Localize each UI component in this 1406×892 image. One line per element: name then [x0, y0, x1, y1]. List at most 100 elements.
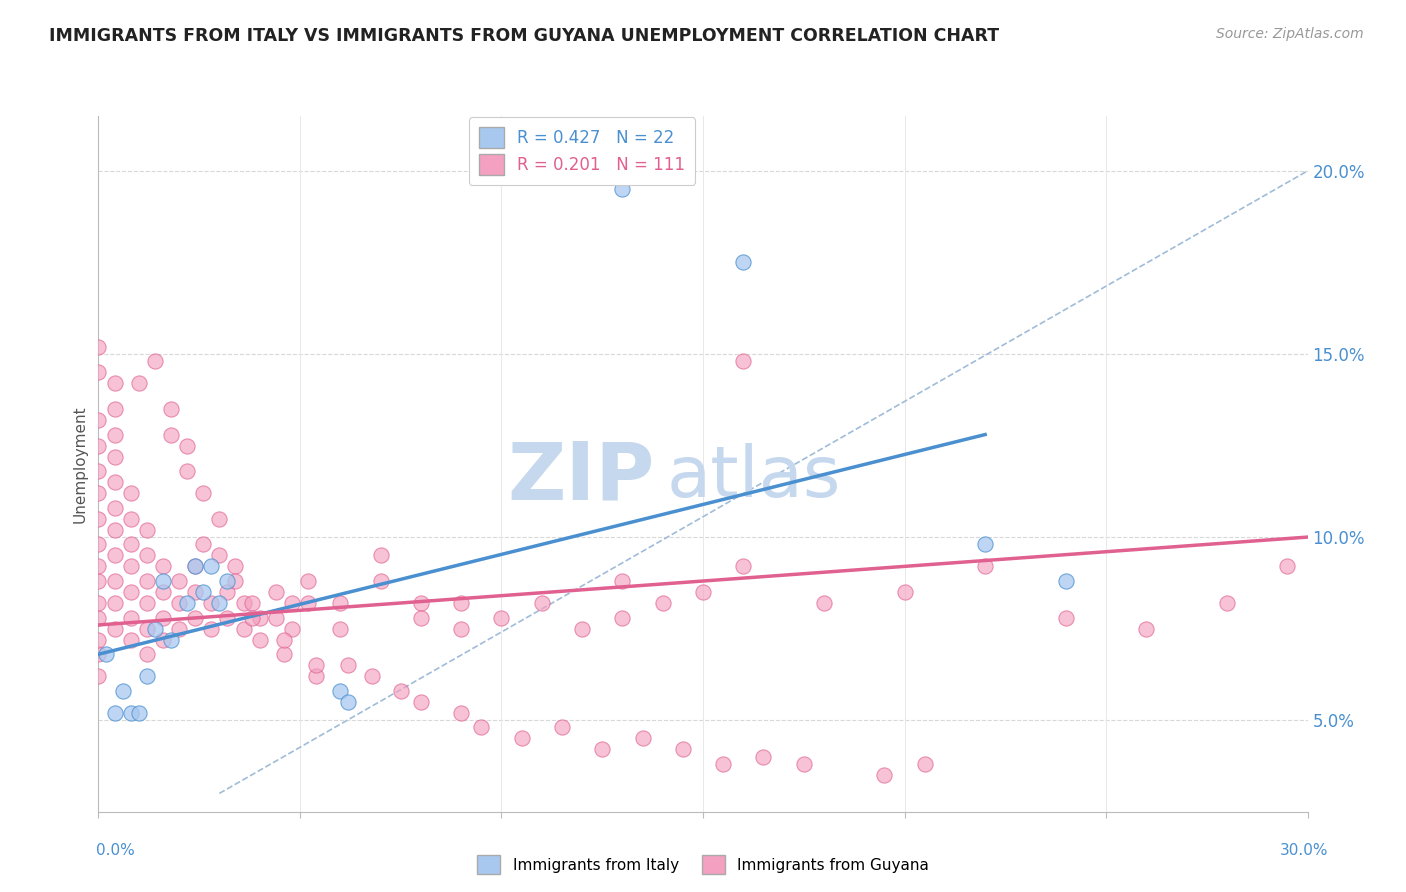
- Point: [672, 742, 695, 756]
- Point: [120, 537, 142, 551]
- Point: [281, 596, 304, 610]
- Point: [1054, 574, 1077, 588]
- Point: [337, 695, 360, 709]
- Point: [176, 596, 198, 610]
- Point: [160, 401, 183, 416]
- Point: [103, 427, 125, 442]
- Legend: Immigrants from Italy, Immigrants from Guyana: Immigrants from Italy, Immigrants from G…: [471, 849, 935, 880]
- Point: [893, 585, 915, 599]
- Point: [409, 610, 432, 624]
- Point: [733, 559, 755, 574]
- Point: [692, 585, 714, 599]
- Point: [120, 585, 142, 599]
- Point: [711, 757, 734, 772]
- Point: [733, 354, 755, 368]
- Point: [200, 596, 222, 610]
- Point: [273, 632, 295, 647]
- Point: [184, 559, 207, 574]
- Text: atlas: atlas: [666, 443, 841, 512]
- Point: [612, 610, 634, 624]
- Text: 30.0%: 30.0%: [1281, 843, 1329, 858]
- Point: [103, 574, 125, 588]
- Point: [87, 438, 110, 452]
- Point: [217, 585, 239, 599]
- Point: [193, 537, 215, 551]
- Point: [612, 574, 634, 588]
- Point: [571, 622, 593, 636]
- Point: [974, 559, 997, 574]
- Point: [87, 365, 110, 379]
- Point: [87, 632, 110, 647]
- Point: [120, 486, 142, 500]
- Point: [160, 632, 183, 647]
- Point: [87, 574, 110, 588]
- Point: [361, 669, 384, 683]
- Point: [152, 559, 174, 574]
- Point: [450, 596, 472, 610]
- Point: [337, 658, 360, 673]
- Point: [224, 559, 246, 574]
- Point: [167, 622, 190, 636]
- Point: [143, 622, 166, 636]
- Point: [120, 632, 142, 647]
- Point: [208, 512, 231, 526]
- Point: [370, 549, 392, 563]
- Point: [87, 464, 110, 478]
- Point: [651, 596, 673, 610]
- Point: [612, 182, 634, 196]
- Point: [297, 596, 319, 610]
- Point: [135, 669, 157, 683]
- Point: [530, 596, 553, 610]
- Point: [217, 610, 239, 624]
- Point: [135, 647, 157, 661]
- Point: [143, 354, 166, 368]
- Point: [264, 585, 287, 599]
- Point: [120, 706, 142, 720]
- Point: [273, 647, 295, 661]
- Point: [152, 585, 174, 599]
- Legend: R = 0.427   N = 22, R = 0.201   N = 111: R = 0.427 N = 22, R = 0.201 N = 111: [470, 118, 695, 185]
- Point: [87, 559, 110, 574]
- Point: [103, 500, 125, 515]
- Point: [305, 658, 328, 673]
- Point: [152, 610, 174, 624]
- Point: [193, 486, 215, 500]
- Point: [128, 706, 150, 720]
- Point: [87, 340, 110, 354]
- Point: [752, 749, 775, 764]
- Text: 0.0%: 0.0%: [96, 843, 135, 858]
- Point: [87, 669, 110, 683]
- Point: [232, 622, 254, 636]
- Point: [152, 574, 174, 588]
- Point: [240, 596, 263, 610]
- Text: IMMIGRANTS FROM ITALY VS IMMIGRANTS FROM GUYANA UNEMPLOYMENT CORRELATION CHART: IMMIGRANTS FROM ITALY VS IMMIGRANTS FROM…: [49, 27, 1000, 45]
- Point: [135, 596, 157, 610]
- Text: Source: ZipAtlas.com: Source: ZipAtlas.com: [1216, 27, 1364, 41]
- Point: [491, 610, 513, 624]
- Point: [87, 512, 110, 526]
- Point: [135, 549, 157, 563]
- Point: [409, 695, 432, 709]
- Point: [103, 622, 125, 636]
- Point: [551, 721, 574, 735]
- Point: [240, 610, 263, 624]
- Point: [974, 537, 997, 551]
- Point: [103, 401, 125, 416]
- Point: [103, 475, 125, 490]
- Point: [591, 742, 613, 756]
- Point: [135, 574, 157, 588]
- Point: [1277, 559, 1299, 574]
- Point: [370, 574, 392, 588]
- Point: [297, 574, 319, 588]
- Point: [389, 684, 412, 698]
- Point: [87, 413, 110, 427]
- Point: [450, 706, 472, 720]
- Point: [87, 486, 110, 500]
- Point: [103, 523, 125, 537]
- Point: [160, 427, 183, 442]
- Point: [135, 622, 157, 636]
- Point: [914, 757, 936, 772]
- Point: [232, 596, 254, 610]
- Point: [249, 632, 271, 647]
- Point: [217, 574, 239, 588]
